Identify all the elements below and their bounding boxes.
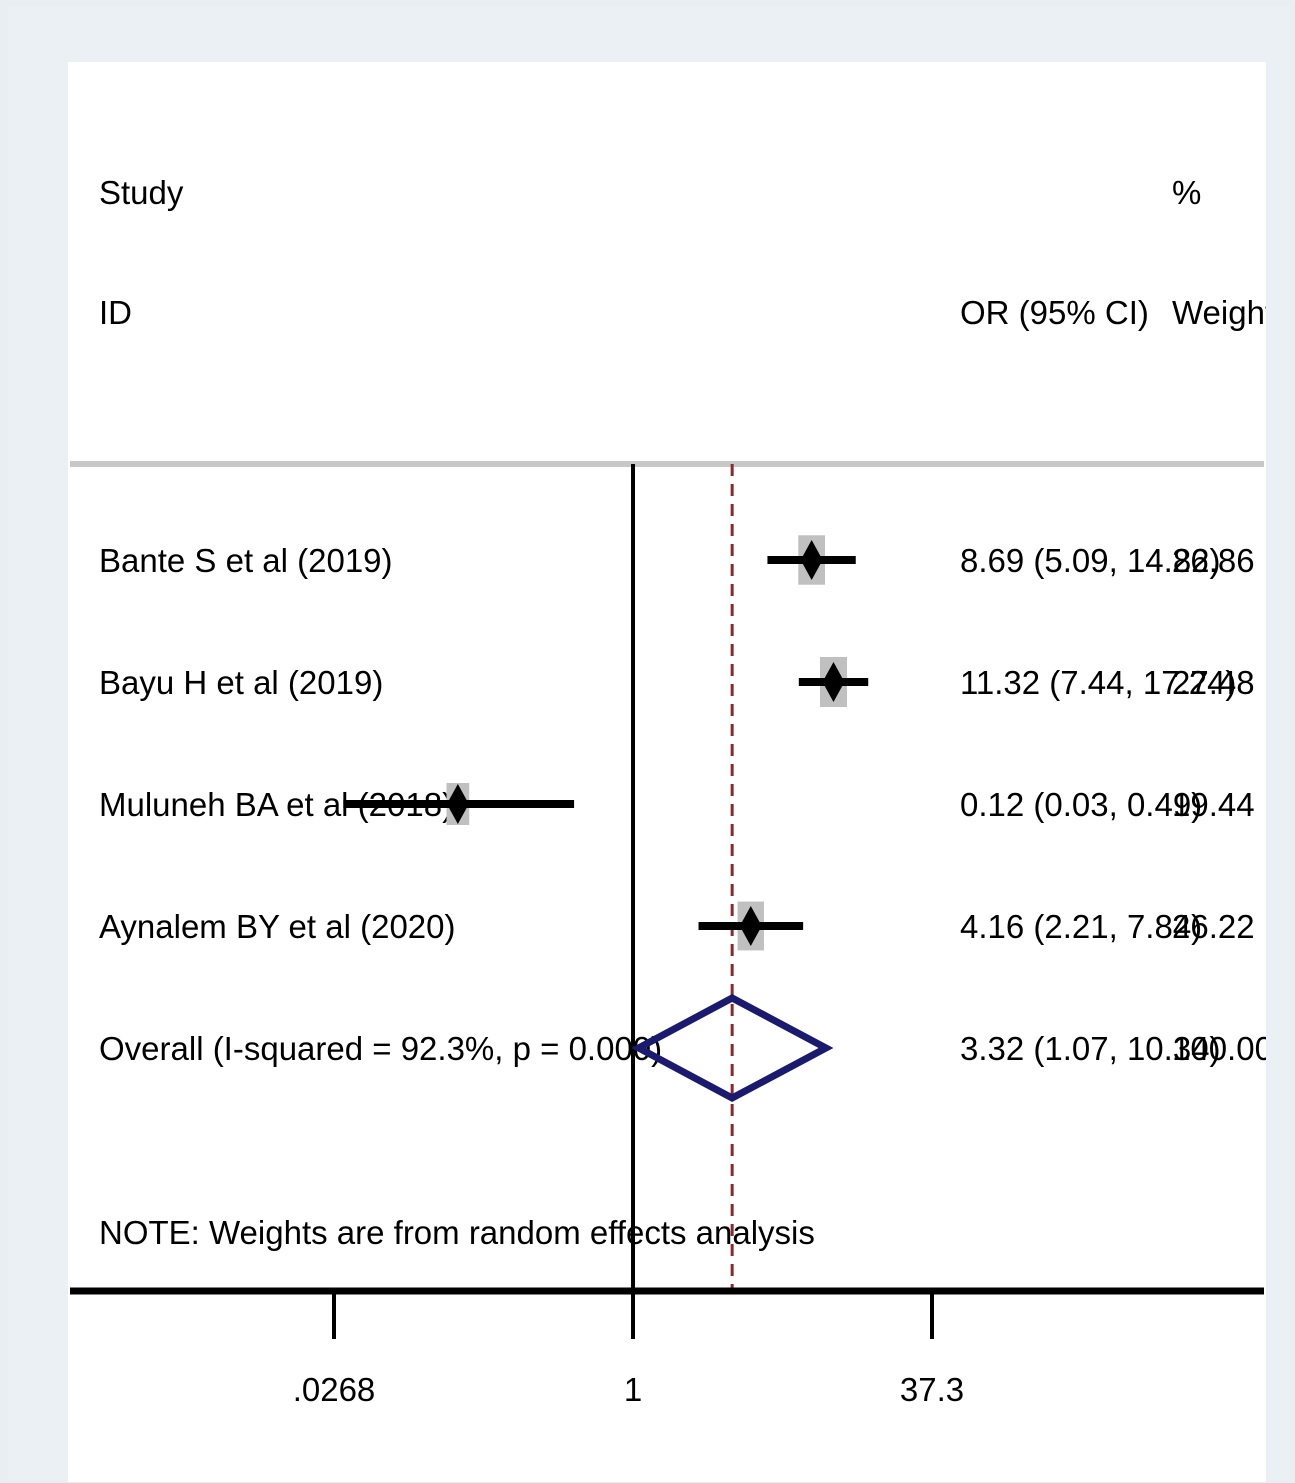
- header-percent: %: [1172, 174, 1201, 211]
- weight-text: 27.48: [1172, 664, 1255, 701]
- x-tick-label: 1: [624, 1371, 642, 1408]
- ci-text: 8.69 (5.09, 14.82): [960, 542, 1221, 579]
- overall-ci-text: 3.32 (1.07, 10.34): [960, 1030, 1221, 1067]
- chart-background: Study ID OR (95% CI) % Weight Bante S et…: [8, 6, 1290, 1482]
- study-label: Bayu H et al (2019): [99, 664, 383, 701]
- weight-text: 26.22: [1172, 908, 1255, 945]
- ci-text: 4.16 (2.21, 7.84): [960, 908, 1202, 945]
- forest-plot: Study ID OR (95% CI) % Weight Bante S et…: [70, 174, 1266, 1408]
- overall-diamond: [631, 994, 834, 1102]
- study-label: Bante S et al (2019): [99, 542, 393, 579]
- study-row: Bayu H et al (2019) 11.32 (7.44, 17.24)27…: [99, 657, 1255, 707]
- overall-weight-text: 100.00: [1172, 1030, 1266, 1067]
- x-tick-label: .0268: [293, 1371, 376, 1408]
- ci-text: 0.12 (0.03, 0.49): [960, 786, 1202, 823]
- header-effect: OR (95% CI): [960, 294, 1149, 331]
- ci-text: 11.32 (7.44, 17.24): [960, 664, 1236, 701]
- header-study: Study: [99, 174, 184, 211]
- x-tick-label: 37.3: [900, 1371, 964, 1408]
- header-weight: Weight: [1172, 294, 1266, 331]
- study-row: Muluneh BA et al (2018) 0.12 (0.03, 0.49)…: [99, 782, 1255, 826]
- point-estimate: [800, 540, 823, 580]
- point-estimate: [739, 906, 762, 946]
- overall-label: Overall (I-squared = 92.3%, p = 0.000): [99, 1030, 662, 1067]
- overall-row: Overall (I-squared = 92.3%, p = 0.000) 3.…: [99, 994, 1266, 1102]
- point-estimate: [446, 784, 469, 824]
- note-text: NOTE: Weights are from random effects an…: [99, 1214, 815, 1251]
- header-id: ID: [99, 294, 132, 331]
- study-row: Aynalem BY et al (2020) 4.16 (2.21, 7.84)…: [99, 901, 1255, 951]
- point-estimate: [822, 662, 845, 702]
- weight-text: 19.44: [1172, 786, 1255, 823]
- plot-region: Study ID OR (95% CI) % Weight Bante S et…: [68, 62, 1266, 1482]
- study-label: Aynalem BY et al (2020): [99, 908, 456, 945]
- weight-text: 26.86: [1172, 542, 1255, 579]
- study-row: Bante S et al (2019) 8.69 (5.09, 14.82)26…: [99, 535, 1255, 585]
